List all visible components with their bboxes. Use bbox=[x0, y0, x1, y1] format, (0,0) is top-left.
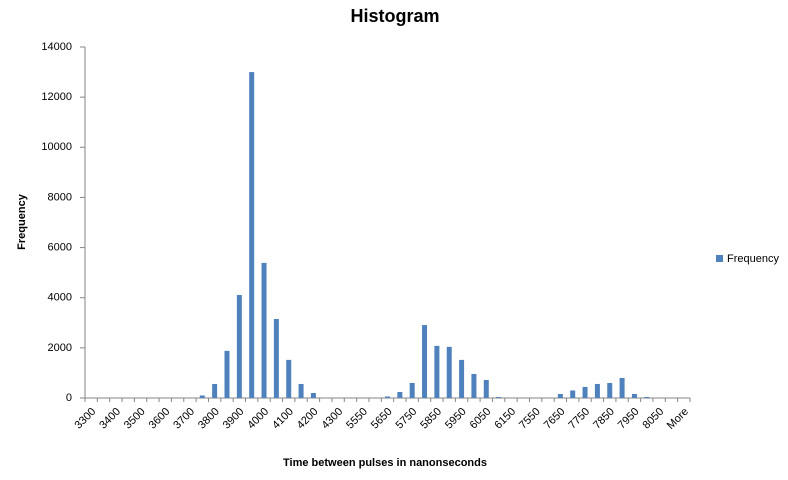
bar bbox=[310, 392, 316, 398]
bar bbox=[557, 393, 563, 398]
bar bbox=[385, 396, 390, 398]
x-tick-label: 3800 bbox=[196, 406, 222, 432]
legend-swatch bbox=[716, 255, 723, 262]
bar bbox=[298, 383, 304, 398]
legend-label: Frequency bbox=[727, 253, 779, 265]
bar bbox=[471, 373, 477, 398]
bar bbox=[249, 72, 255, 399]
bar bbox=[459, 359, 465, 398]
x-tick-label: 5950 bbox=[443, 406, 469, 432]
bar bbox=[236, 294, 242, 398]
bar bbox=[483, 379, 489, 398]
x-tick-label: 3900 bbox=[221, 406, 247, 432]
x-tick-label: 3300 bbox=[73, 406, 99, 432]
bar bbox=[496, 396, 502, 398]
y-tick-label: 12000 bbox=[41, 91, 72, 103]
bar bbox=[199, 395, 205, 398]
x-tick-label: 4200 bbox=[295, 406, 321, 432]
bar bbox=[570, 390, 576, 398]
chart-title: Histogram bbox=[350, 6, 439, 26]
x-tick-label: 3400 bbox=[97, 406, 123, 432]
x-tick-label: 5550 bbox=[344, 406, 370, 432]
y-tick-label: 0 bbox=[66, 392, 72, 404]
x-tick-label: 7850 bbox=[591, 406, 617, 432]
bar bbox=[212, 383, 218, 398]
bar bbox=[644, 396, 650, 398]
bar bbox=[273, 319, 279, 398]
x-tick-label: 7950 bbox=[616, 406, 642, 432]
y-tick-label: 2000 bbox=[48, 342, 72, 354]
bar bbox=[446, 346, 452, 398]
x-tick-label: 5650 bbox=[369, 406, 395, 432]
x-tick-label: 7550 bbox=[517, 406, 543, 432]
y-tick-label: 8000 bbox=[48, 191, 72, 203]
bar bbox=[224, 350, 230, 398]
x-tick-label: 3500 bbox=[122, 406, 148, 432]
y-axis-title: Frequency bbox=[16, 193, 28, 250]
x-tick-label: 7750 bbox=[566, 406, 592, 432]
bar bbox=[434, 345, 440, 398]
x-tick-label: 7650 bbox=[542, 406, 568, 432]
bar bbox=[409, 382, 415, 398]
x-tick-label: 5750 bbox=[394, 406, 420, 432]
bar bbox=[422, 325, 428, 398]
bar bbox=[261, 262, 267, 398]
x-tick-label: 3700 bbox=[171, 406, 197, 432]
x-tick-label: 4100 bbox=[270, 406, 296, 432]
x-tick-label: More bbox=[665, 406, 691, 432]
bar bbox=[286, 359, 292, 398]
bar bbox=[607, 382, 613, 398]
bar bbox=[582, 386, 588, 398]
x-tick-label: 4300 bbox=[319, 406, 345, 432]
bar bbox=[594, 383, 600, 398]
y-tick-label: 6000 bbox=[48, 241, 72, 253]
bar bbox=[397, 391, 403, 398]
x-tick-label: 3600 bbox=[147, 406, 173, 432]
bar bbox=[631, 393, 637, 398]
y-tick-label: 14000 bbox=[41, 41, 72, 53]
y-tick-label: 10000 bbox=[41, 141, 72, 153]
x-tick-label: 8050 bbox=[641, 406, 667, 432]
x-tick-label: 6050 bbox=[468, 406, 494, 432]
x-tick-label: 5850 bbox=[418, 406, 444, 432]
y-tick-label: 4000 bbox=[48, 292, 72, 304]
x-tick-label: 4000 bbox=[245, 406, 271, 432]
x-tick-label: 6150 bbox=[492, 406, 518, 432]
bar bbox=[619, 377, 625, 398]
x-axis-title: Time between pulses in nanonseconds bbox=[283, 457, 487, 469]
